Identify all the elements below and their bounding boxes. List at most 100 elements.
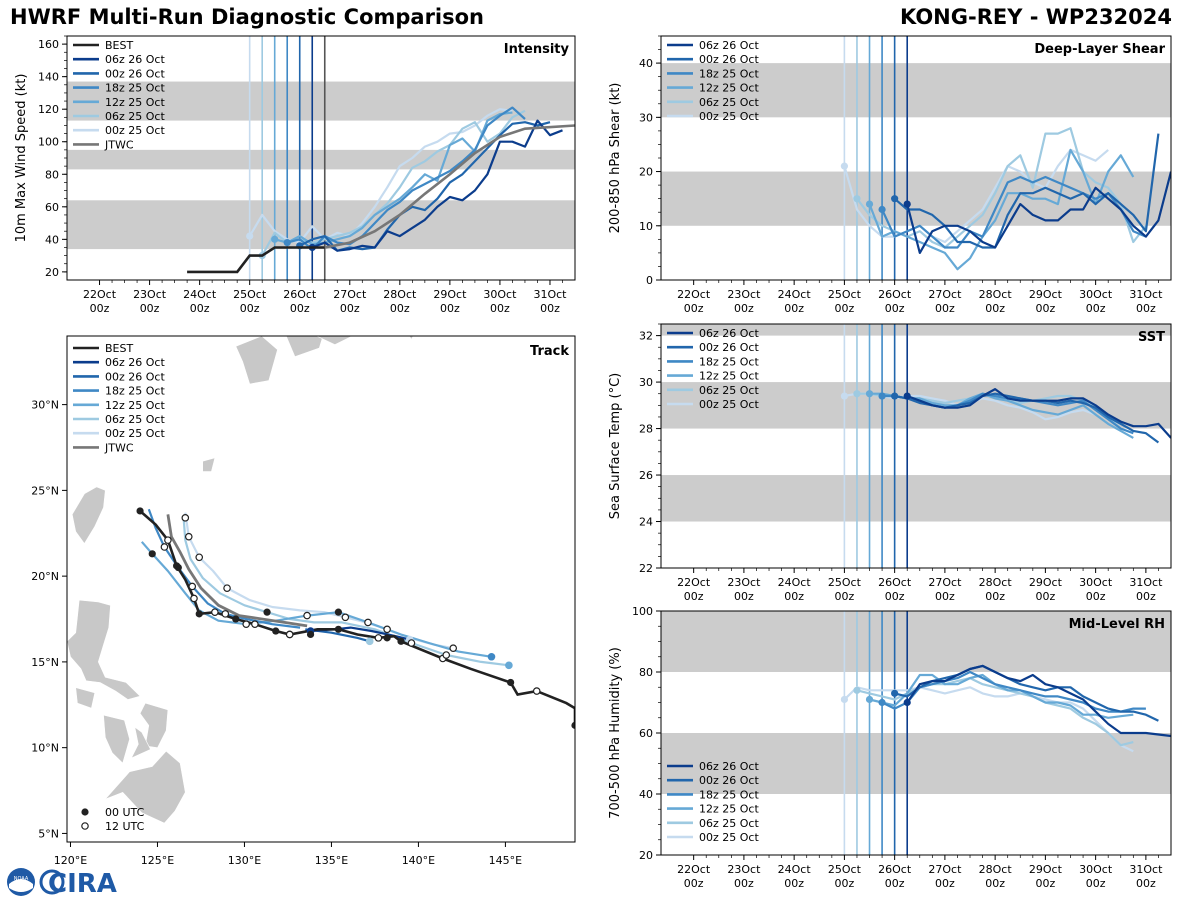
x-tick-label-hour: 00z [784, 877, 804, 890]
best-track-line [187, 246, 325, 274]
cebu-bohol-land [130, 726, 151, 759]
jtwc-track-line [166, 514, 308, 628]
legend-label: 12z 25 Oct [105, 96, 165, 109]
shaded-band [661, 475, 1171, 522]
legend-label: 06z 26 Oct [105, 356, 165, 369]
lat-tick-label: 20°N [31, 570, 59, 583]
noaa-logo-text: NOAA [14, 876, 29, 882]
marker-12utc [251, 620, 259, 628]
legend-label: 12z 25 Oct [699, 370, 759, 383]
x-tick-label-hour: 00z [734, 877, 754, 890]
legend-label: 06z 26 Oct [699, 760, 759, 773]
lon-tick-label: 140°E [402, 854, 435, 867]
x-tick-label-date: 29Oct [1029, 576, 1063, 589]
x-tick-label-hour: 00z [90, 302, 110, 315]
plot-area [661, 324, 1171, 568]
marker-00utc [507, 678, 515, 687]
x-tick-label-hour: 00z [885, 302, 905, 315]
x-tick-label-date: 23Oct [727, 288, 761, 301]
x-tick-label-hour: 00z [835, 590, 855, 603]
marker-12utc [407, 639, 416, 647]
panel-intensity: 2040608010012014016022Oct00z23Oct00z24Oc… [14, 35, 576, 315]
x-tick-label-hour: 00z [885, 877, 905, 890]
x-tick-label-hour: 00z [684, 877, 704, 890]
mindoro-land [75, 687, 96, 709]
y-axis-label: 200-850 hPa Shear (kt) [608, 83, 623, 234]
x-tick-label-date: 27Oct [928, 576, 962, 589]
legend-label: 06z 25 Oct [699, 817, 759, 830]
x-tick-label-date: 28Oct [383, 288, 417, 301]
y-tick-label: 24 [639, 516, 653, 529]
x-tick-label-date: 22Oct [83, 288, 117, 301]
y-axis-label: 700-500 hPa Humidity (%) [608, 647, 623, 819]
marker-00utc [148, 550, 156, 558]
x-tick-label-hour: 00z [290, 302, 310, 315]
lon-tick-label: 120°E [54, 854, 87, 867]
series-line-06z-26-Oct [906, 664, 1171, 738]
legend-label: 00z 25 Oct [699, 831, 759, 844]
cira-logo-text: CIRA [48, 869, 117, 898]
legend-label: 12z 25 Oct [105, 399, 165, 412]
x-tick-label-date: 29Oct [1029, 288, 1063, 301]
x-tick-label-date: 22Oct [677, 576, 711, 589]
y-tick-label: 22 [639, 562, 653, 575]
marker-12utc [184, 532, 193, 541]
x-tick-label-hour: 00z [1136, 590, 1156, 603]
legend-label: 00z 26 Oct [699, 341, 759, 354]
marker-00utc [571, 721, 575, 729]
x-tick-label-hour: 00z [490, 302, 510, 315]
shaded-band [67, 149, 575, 170]
marker-00utc [195, 610, 203, 618]
x-tick-label-hour: 00z [340, 302, 360, 315]
y-tick-label: 100 [38, 136, 59, 149]
x-tick-label-hour: 00z [540, 302, 560, 315]
storm-id-title: KONG-REY - WP232024 [900, 5, 1172, 29]
lat-tick-label: 15°N [31, 656, 59, 669]
legend-label: 18z 25 Oct [699, 355, 759, 368]
legend-label: 06z 26 Oct [699, 39, 759, 52]
legend-label: 06z 25 Oct [105, 110, 165, 123]
panel-title: Mid-Level RH [1069, 617, 1165, 632]
x-tick-label-hour: 00z [985, 590, 1005, 603]
plot-area [67, 36, 575, 280]
legend-label: 18z 25 Oct [699, 788, 759, 801]
x-tick-label-hour: 00z [835, 877, 855, 890]
y-tick-label: 30 [639, 376, 653, 389]
series-line-12z-25-Oct [274, 111, 513, 246]
x-tick-label-hour: 00z [390, 302, 410, 315]
legend-label: 00z 25 Oct [105, 427, 165, 440]
x-tick-label-hour: 00z [1086, 302, 1106, 315]
marker-00utc [263, 608, 271, 616]
x-tick-label-date: 28Oct [979, 288, 1013, 301]
lon-tick-label: 130°E [228, 854, 261, 867]
marker-12utc [190, 594, 198, 603]
luzon-land [67, 599, 141, 700]
legend-label: 18z 25 Oct [105, 385, 165, 398]
x-tick-label-date: 30Oct [483, 288, 517, 301]
x-tick-label-date: 24Oct [778, 863, 812, 876]
series-line-06z-26-Oct [311, 119, 563, 252]
x-tick-label-date: 27Oct [928, 863, 962, 876]
legend-label: BEST [105, 39, 133, 52]
shaded-band [661, 611, 1171, 672]
x-tick-label-hour: 00z [985, 877, 1005, 890]
legend-label: 18z 25 Oct [105, 82, 165, 95]
y-tick-label: 20 [45, 266, 59, 279]
x-tick-label-date: 24Oct [183, 288, 217, 301]
marker-12utc [532, 687, 541, 695]
legend-label: 06z 25 Oct [105, 413, 165, 426]
x-tick-label-date: 22Oct [677, 863, 711, 876]
legend-label: 06z 25 Oct [699, 96, 759, 109]
x-tick-label-date: 26Oct [283, 288, 317, 301]
x-tick-label-date: 23Oct [727, 576, 761, 589]
marker-12utc [164, 536, 172, 544]
legend-marker-12utc [81, 822, 89, 830]
map-area [67, 336, 575, 824]
y-tick-label: 20 [639, 166, 653, 179]
series-line-06z-26-Oct [906, 171, 1171, 254]
y-tick-label: 30 [639, 111, 653, 124]
x-tick-label-date: 29Oct [433, 288, 467, 301]
series-start-point [865, 390, 874, 398]
panel-title: SST [1138, 330, 1165, 345]
